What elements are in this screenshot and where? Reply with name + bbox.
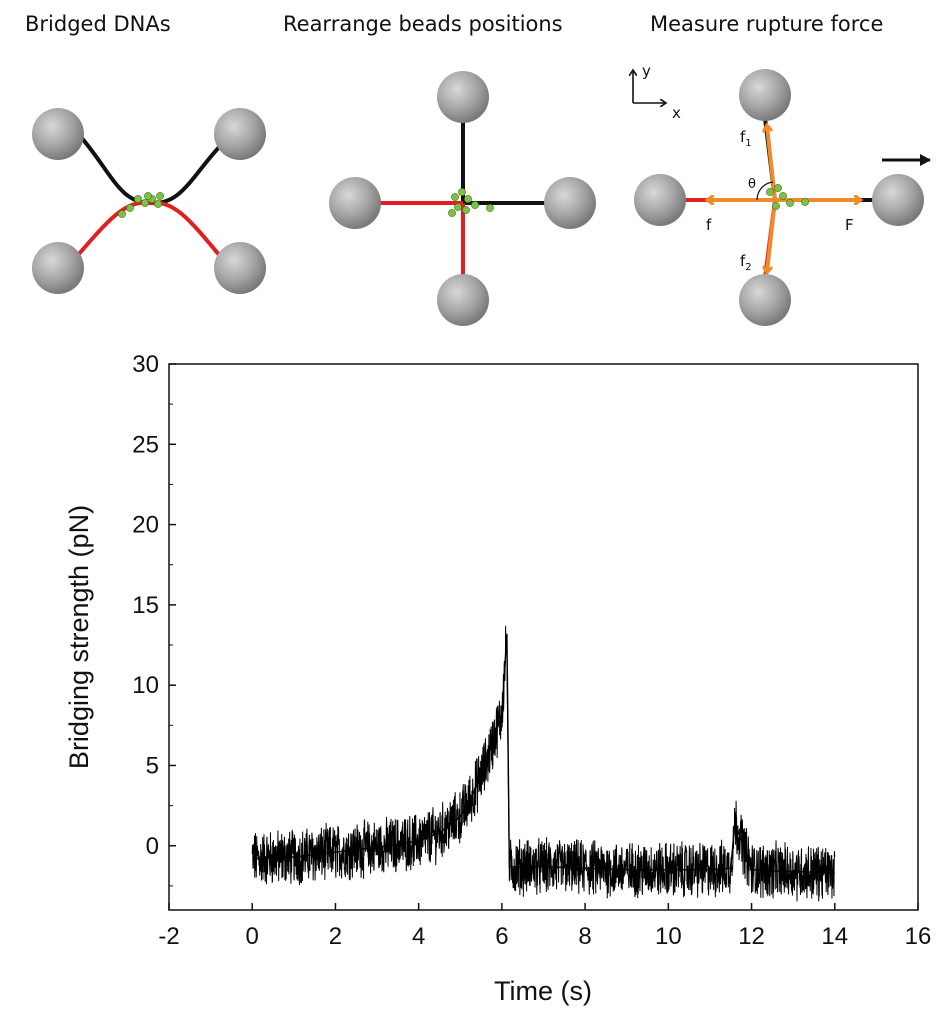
label-f2: f2 — [740, 252, 752, 273]
diagram-rearrange — [329, 71, 596, 326]
x-axis-label: Time (s) — [494, 976, 592, 1006]
axis-x-label: x — [672, 104, 681, 122]
plot-frame — [168, 363, 919, 911]
x-tick-label: 8 — [578, 923, 591, 950]
bead — [32, 108, 84, 160]
bead — [437, 71, 489, 123]
y-tick-label: 20 — [132, 512, 159, 539]
y-ticks: 0 5 10 15 20 25 30 — [132, 351, 176, 887]
y-tick-label: 0 — [146, 833, 159, 860]
y-tick-label: 5 — [146, 752, 159, 779]
x-tick-label: 12 — [738, 923, 765, 950]
label-theta: θ — [748, 177, 756, 192]
x-tick-label: 16 — [905, 923, 932, 950]
bead — [739, 69, 791, 121]
protein-cluster — [118, 192, 164, 218]
dna-strand-red — [70, 200, 227, 264]
x-tick-label: 14 — [821, 923, 848, 950]
bead — [437, 274, 489, 326]
y-axis-label: Bridging strength (pN) — [64, 505, 94, 769]
bead — [214, 108, 266, 160]
protein-cluster — [766, 184, 809, 210]
y-tick-label: 10 — [132, 672, 159, 699]
x-tick-label: -2 — [158, 923, 179, 950]
trace-noise — [251, 625, 836, 902]
diagram-bridged-dnas — [32, 108, 266, 294]
bead — [544, 177, 596, 229]
bead — [214, 242, 266, 294]
x-tick-label: 6 — [495, 923, 508, 950]
x-tick-label: 0 — [246, 923, 259, 950]
panel-title-measure: Measure rupture force — [650, 12, 884, 36]
y-tick-label: 15 — [132, 592, 159, 619]
angle-arc — [756, 181, 774, 201]
diagram-measure: y x f1 f2 f F θ — [633, 62, 931, 326]
data-series-line — [252, 633, 835, 874]
y-tick-label: 25 — [132, 431, 159, 458]
chart: 0 5 10 15 20 25 30 -2 0 2 4 6 8 10 12 14 16 Time (s) Br… — [64, 351, 931, 1006]
axis-y-label: y — [642, 62, 651, 80]
bead — [739, 274, 791, 326]
x-ticks: -2 0 2 4 6 8 10 12 14 16 — [158, 903, 931, 950]
x-tick-label: 2 — [329, 923, 342, 950]
label-F: F — [845, 216, 854, 234]
bead — [634, 174, 686, 226]
panel-title-bridged: Bridged DNAs — [25, 12, 171, 36]
dna-strand-black — [78, 134, 232, 206]
bead — [872, 174, 924, 226]
x-tick-label: 10 — [655, 923, 682, 950]
label-f1: f1 — [740, 128, 752, 149]
panel-title-rearrange: Rearrange beads positions — [283, 12, 563, 36]
bead — [329, 177, 381, 229]
y-tick-label: 30 — [132, 351, 159, 378]
bead — [32, 242, 84, 294]
x-tick-label: 4 — [412, 923, 425, 950]
protein-cluster — [448, 188, 494, 217]
label-f: f — [706, 216, 712, 234]
